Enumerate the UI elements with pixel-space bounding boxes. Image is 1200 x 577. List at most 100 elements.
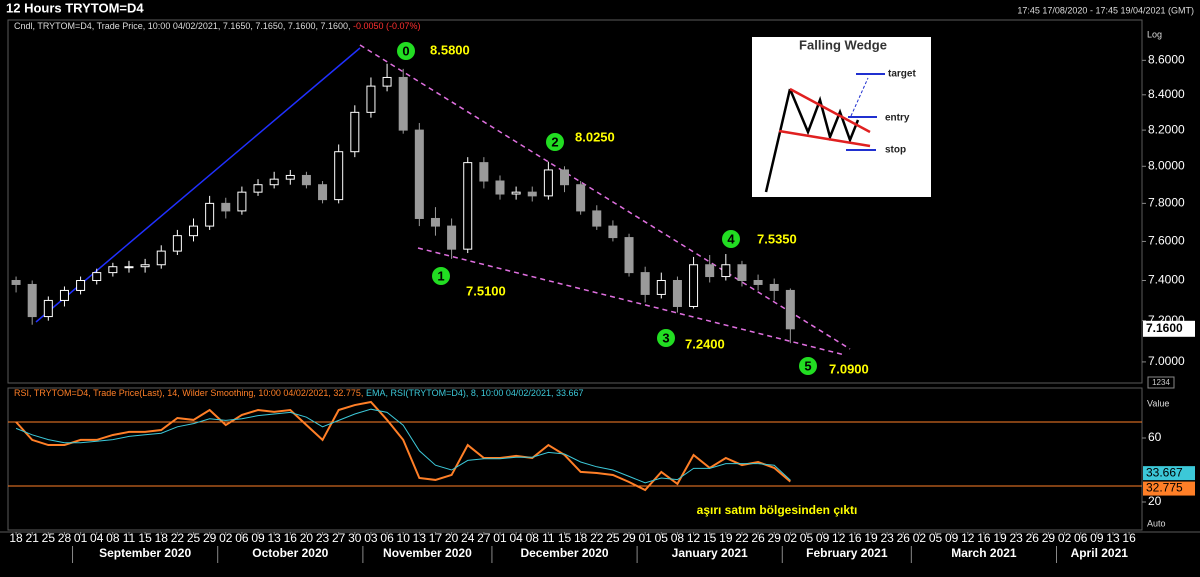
candle-body [156, 250, 166, 266]
x-tick-label: 17 [429, 531, 443, 545]
candle-body [769, 283, 779, 291]
x-tick-label: 11 [123, 531, 136, 545]
x-tick-label: 18 [155, 531, 169, 545]
x-tick-label: 16 [1122, 531, 1136, 545]
x-tick-label: 12 [687, 531, 701, 545]
x-tick-label: 25 [606, 531, 620, 545]
x-tick-label: 09 [816, 531, 830, 545]
inset-title: Falling Wedge [799, 37, 887, 52]
x-tick-label: 15 [703, 531, 717, 545]
y-tick-label: 8.6000 [1148, 52, 1185, 66]
wave-number: 4 [727, 231, 735, 246]
y-tick-label: 7.8000 [1148, 196, 1185, 210]
legend-rsi: RSI, TRYTOM=D4, Trade Price(Last), 14, W… [14, 388, 363, 398]
x-tick-label: 02 [913, 531, 927, 545]
candle-body [334, 151, 344, 201]
candle-body [189, 225, 199, 237]
candle-body [656, 280, 666, 295]
wave-marker [657, 329, 675, 347]
x-tick-label: 24 [461, 531, 475, 545]
x-tick-label: 19 [993, 531, 1007, 545]
candle-body [11, 280, 21, 285]
y-tick-label: 8.4000 [1148, 87, 1185, 101]
x-tick-label: 08 [526, 531, 540, 545]
x-tick-label: 26 [751, 531, 765, 545]
x-tick-label: 26 [897, 531, 911, 545]
auto-label: Auto [1147, 518, 1166, 528]
x-tick-label: 23 [880, 531, 894, 545]
rsi-panel [7, 387, 1143, 531]
x-tick-label: 22 [171, 531, 185, 545]
x-tick-label: 22 [735, 531, 749, 545]
x-tick-label: 20 [445, 531, 459, 545]
x-tick-label: 12 [832, 531, 846, 545]
note-box [1147, 376, 1175, 389]
x-tick-label: 09 [251, 531, 265, 545]
candle-body [705, 264, 715, 278]
x-tick-label: 08 [671, 531, 685, 545]
candle-body [221, 202, 231, 212]
candle-body [27, 283, 37, 318]
rsi-line [15, 400, 791, 492]
candle-body [124, 266, 134, 269]
x-tick-label: 15 [558, 531, 572, 545]
candle-body [495, 180, 505, 195]
month-label: April 2021 [1071, 546, 1129, 560]
x-tick-label: 25 [187, 531, 201, 545]
candle-body [479, 162, 489, 182]
x-tick-label: 04 [90, 531, 104, 545]
inset-arrow [850, 77, 869, 117]
wave-marker [432, 267, 450, 285]
candle-body [414, 129, 424, 219]
month-label: March 2021 [951, 546, 1017, 560]
x-tick-label: 27 [332, 531, 346, 545]
x-tick-label: 01 [638, 531, 652, 545]
candle-body [301, 174, 311, 186]
x-tick-label: 02 [1058, 531, 1072, 545]
last-price-box [1143, 320, 1195, 337]
x-tick-label: 09 [945, 531, 959, 545]
inset-label: target [888, 69, 916, 80]
candle-body [511, 191, 521, 195]
last-price-label: 7.1600 [1146, 321, 1183, 335]
value-box-label: 32.775 [1146, 481, 1183, 495]
inset-zigzag [788, 88, 860, 144]
wave-price: 7.5350 [757, 231, 797, 246]
chart-title: 12 Hours TRYTOM=D4 [6, 0, 144, 15]
y-tick-label: 7.0000 [1148, 354, 1185, 368]
x-tick-label: 25 [42, 531, 56, 545]
y-tick-label: 8.0000 [1148, 158, 1185, 172]
wave-marker [546, 133, 564, 151]
x-tick-label: 19 [864, 531, 878, 545]
wave-price: 8.5800 [430, 42, 470, 57]
value-box [1143, 481, 1195, 496]
x-tick-label: 02 [219, 531, 233, 545]
legend-text: Cndl, TRYTOM=D4, Trade Price, 10:00 04/0… [14, 21, 350, 31]
x-tick-label: 19 [719, 531, 733, 545]
candle-body [624, 237, 634, 274]
x-tick-label: 16 [977, 531, 991, 545]
x-tick-label: 05 [929, 531, 943, 545]
wave-price: 7.0900 [829, 361, 869, 376]
x-tick-label: 10 [397, 531, 411, 545]
y-tick-label: 60 [1148, 430, 1162, 444]
candle-body [640, 272, 650, 295]
legend-ema: EMA, RSI(TRYTOM=D4), 8, 10:00 04/02/2021… [366, 388, 584, 398]
candle-body [382, 76, 392, 87]
x-tick-label: 03 [364, 531, 378, 545]
rsi-legend: RSI, TRYTOM=D4, Trade Price(Last), 14, W… [14, 388, 584, 398]
month-label: December 2020 [520, 546, 608, 560]
wave-marker [722, 230, 740, 248]
x-tick-label: 05 [800, 531, 814, 545]
inset: Falling Wedge target entry stop [752, 37, 931, 197]
x-tick-label: 23 [1009, 531, 1023, 545]
candle-body [608, 225, 618, 239]
rsi-line [15, 408, 791, 484]
y-tick-label: 7.6000 [1148, 234, 1185, 248]
month-label: October 2020 [252, 546, 328, 560]
legend-change: -0.0050 (-0.07%) [353, 21, 421, 31]
note-box-text: 1234 [1152, 378, 1170, 387]
candle-body [205, 202, 215, 227]
candle-body [447, 225, 457, 250]
